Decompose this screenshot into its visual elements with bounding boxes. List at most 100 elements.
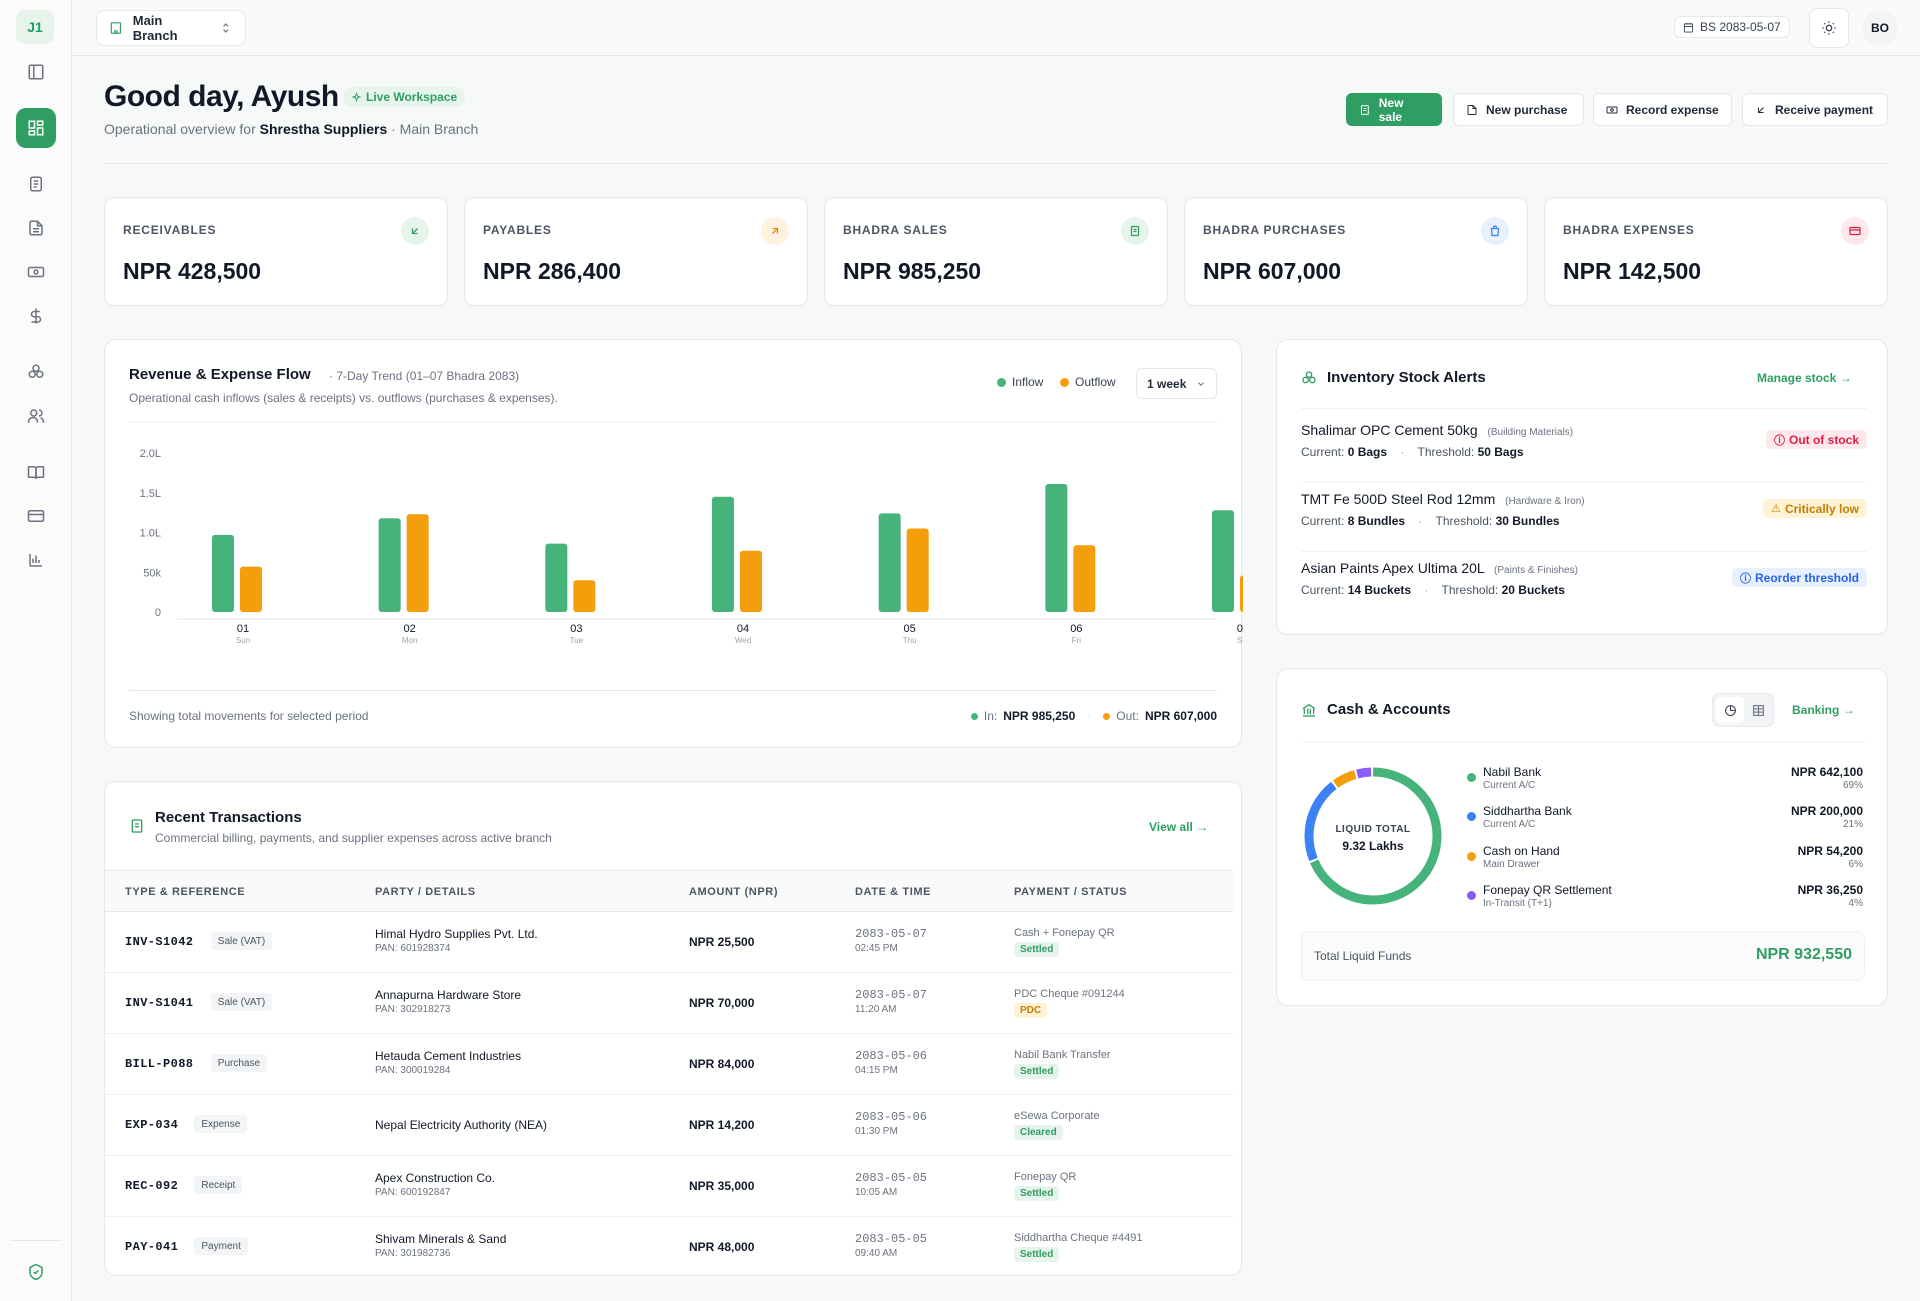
y-tick-label: 1.0L (140, 528, 161, 540)
nav-cash[interactable] (16, 252, 56, 292)
users-icon (27, 409, 45, 423)
sparkle-icon (351, 91, 362, 102)
warning-icon: ⚠ (1771, 503, 1781, 515)
legend-outflow-label: Outflow (1075, 375, 1116, 389)
total-liquid-label: Total Liquid Funds (1314, 949, 1412, 963)
banking-link[interactable]: Banking → (1792, 703, 1855, 717)
range-label: 1 week (1147, 376, 1187, 391)
payment-status-badge: Settled (1014, 1186, 1060, 1201)
user-avatar[interactable]: BO (1862, 10, 1898, 46)
transactions-subtitle: Commercial billing, payments, and suppli… (155, 831, 552, 845)
party-pan: PAN: 302918273 (375, 1004, 451, 1015)
transaction-type-tag: Purchase (210, 1054, 268, 1072)
chart-icon (29, 554, 42, 567)
workspace-logo[interactable]: J1 (16, 10, 54, 44)
transactions-table-header: TYPE & REFERENCE PARTY / DETAILS AMOUNT … (105, 870, 1233, 912)
nav-inventory[interactable] (16, 352, 56, 392)
record-expense-button[interactable]: Record expense (1593, 93, 1732, 126)
table-row[interactable]: REC-092 Receipt Apex Construction Co. PA… (105, 1156, 1233, 1217)
outflow-bar (573, 580, 596, 612)
stock-alert-item[interactable]: TMT Fe 500D Steel Rod 12mm (Hardware & I… (1301, 483, 1867, 551)
manage-stock-link[interactable]: Manage stock → (1757, 371, 1852, 385)
page-subtitle: Operational overview for Shrestha Suppli… (104, 121, 478, 137)
toggle-sidebar-button[interactable] (16, 52, 56, 92)
nav-documents[interactable] (16, 208, 56, 248)
x-tick-day: Tue (570, 636, 584, 645)
stock-item-meta: Current: 14 Buckets · Threshold: 20 Buck… (1301, 583, 1565, 597)
stock-item-meta: Current: 8 Bundles · Threshold: 30 Bundl… (1301, 514, 1560, 528)
inflow-bar (712, 496, 734, 612)
transaction-ref: INV-S1042 (125, 935, 194, 949)
dollar-icon (30, 308, 42, 324)
x-tick-label: 02 (404, 623, 416, 635)
liquid-funds-donut (1304, 767, 1442, 905)
chevron-down-icon (1198, 381, 1204, 386)
x-tick-day: Fri (1072, 636, 1082, 645)
account-row[interactable]: Fonepay QR Settlement In-Transit (T+1) N… (1467, 883, 1863, 919)
account-color-dot (1467, 852, 1476, 861)
x-tick-day: Thu (903, 636, 917, 645)
receive-payment-button[interactable]: Receive payment (1742, 93, 1888, 126)
transaction-ref: EXP-034 (125, 1118, 179, 1132)
nav-invoices[interactable] (16, 164, 56, 204)
arrow-right-icon: → (1842, 703, 1855, 717)
stat-label: BHADRA PURCHASES (1203, 223, 1347, 237)
outflow-dot (1060, 377, 1069, 387)
transaction-type-tag: Expense (194, 1115, 248, 1133)
new-sale-button[interactable]: New sale (1346, 93, 1442, 126)
account-type: Current A/C (1483, 819, 1536, 830)
table-row[interactable]: INV-S1042 Sale (VAT) Himal Hydro Supplie… (105, 912, 1233, 973)
inventory-title: Inventory Stock Alerts (1327, 369, 1486, 386)
nav-dashboard[interactable] (16, 108, 56, 148)
banking-label: Banking (1792, 703, 1840, 717)
transaction-ref: BILL-P088 (125, 1057, 194, 1071)
legend-inflow: Inflow (997, 375, 1043, 389)
transaction-date: 2083-05-07 (855, 988, 928, 1002)
sun-icon (1822, 21, 1836, 35)
arrow-up-right-icon (761, 217, 789, 245)
stock-item-category: (Paints & Finishes) (1494, 565, 1578, 576)
chart-description: Operational cash inflows (sales & receip… (129, 391, 558, 405)
view-all-link[interactable]: View all → (1149, 820, 1208, 834)
nav-banking[interactable] (16, 496, 56, 536)
nav-reports[interactable] (16, 540, 56, 580)
table-row[interactable]: PAY-041 Payment Shivam Minerals & Sand P… (105, 1217, 1233, 1275)
recent-transactions-panel: Recent Transactions Commercial billing, … (104, 781, 1242, 1276)
stat-card: PAYABLES NPR 286,400 (464, 197, 808, 306)
table-row[interactable]: INV-S1041 Sale (VAT) Annapurna Hardware … (105, 973, 1233, 1034)
account-row[interactable]: Nabil Bank Current A/C NPR 642,100 69% (1467, 765, 1863, 801)
table-view-button[interactable] (1745, 697, 1772, 723)
account-row[interactable]: Siddhartha Bank Current A/C NPR 200,000 … (1467, 804, 1863, 840)
x-tick-label: 07 (1237, 623, 1243, 635)
branch-selector[interactable]: Main Branch (96, 10, 246, 46)
x-tick-day: Sun (236, 636, 250, 645)
footer-in-label: In: (983, 709, 998, 723)
account-row[interactable]: Cash on Hand Main Drawer NPR 54,200 6% (1467, 844, 1863, 880)
range-select[interactable]: 1 week (1136, 368, 1217, 399)
page-title: Good day, Ayush (104, 80, 339, 113)
transaction-type-tag: Sale (VAT) (210, 993, 273, 1011)
theme-toggle-button[interactable] (1809, 8, 1849, 48)
stock-alert-item[interactable]: Asian Paints Apex Ultima 20L (Paints & F… (1301, 552, 1867, 620)
date-text: BS 2083-05-07 (1700, 20, 1781, 34)
x-tick-label: 03 (570, 623, 582, 635)
outflow-bar (740, 550, 762, 612)
table-row[interactable]: BILL-P088 Purchase Hetauda Cement Indust… (105, 1034, 1233, 1095)
account-share: 4% (1848, 898, 1863, 909)
new-purchase-button[interactable]: New purchase (1453, 93, 1584, 126)
receipt-icon (131, 819, 143, 833)
nav-payments[interactable] (16, 296, 56, 336)
nav-security[interactable] (16, 1252, 56, 1292)
table-row[interactable]: EXP-034 Expense Nepal Electricity Author… (105, 1095, 1233, 1156)
date-display: BS 2083-05-07 (1674, 16, 1790, 38)
donut-view-button[interactable] (1716, 697, 1744, 723)
stock-item-meta: Current: 0 Bags · Threshold: 50 Bags (1301, 445, 1524, 459)
nav-parties[interactable] (16, 396, 56, 436)
record-expense-label: Record expense (1626, 102, 1719, 117)
stock-alert-item[interactable]: Shalimar OPC Cement 50kg (Building Mater… (1301, 414, 1867, 482)
nav-ledger[interactable] (16, 452, 56, 492)
stock-item-name: Asian Paints Apex Ultima 20L (Paints & F… (1301, 560, 1578, 576)
transaction-type-tag: Receipt (194, 1176, 243, 1194)
current-label: Current: (1301, 583, 1345, 597)
new-purchase-label: New purchase (1486, 102, 1568, 117)
